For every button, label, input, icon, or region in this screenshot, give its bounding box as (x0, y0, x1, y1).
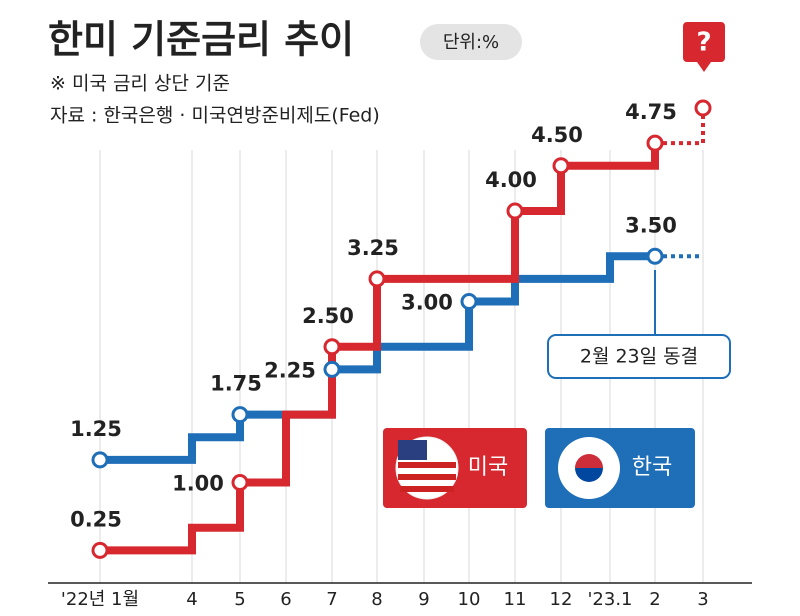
rate-marker (646, 247, 664, 265)
x-tick-label: 7 (326, 589, 337, 610)
rate-marker (91, 451, 109, 469)
x-tick-label: 12 (550, 589, 573, 610)
unit-badge (420, 24, 522, 60)
flag-stripe (398, 462, 456, 468)
value-label: 4.50 (531, 123, 583, 147)
question-pointer (697, 62, 711, 72)
x-tick-label: 2 (649, 589, 660, 610)
x-tick-label: 6 (280, 589, 291, 610)
flag-stripe (398, 474, 456, 480)
value-label: 2.25 (264, 358, 316, 382)
annotation: 2월 23일 동결 (580, 346, 698, 368)
x-tick-label: 3 (697, 589, 708, 610)
x-tick-label: '22년 1월 (61, 589, 139, 610)
rate-marker (91, 541, 109, 559)
x-tick-label: '23.1 (587, 589, 632, 610)
flag-stripe (400, 486, 454, 492)
legend-label: 한국 (632, 455, 672, 480)
x-tick-label: 8 (371, 589, 382, 610)
legend-label: 미국 (468, 455, 508, 480)
x-tick-label: 11 (504, 589, 527, 610)
question-box (683, 22, 725, 62)
rate-marker (323, 360, 341, 378)
note: ※ 미국 금리 상단 기준 (50, 73, 230, 95)
value-label: 1.25 (70, 417, 122, 441)
value-label: 1.75 (210, 372, 262, 396)
x-tick-label: 4 (186, 589, 197, 610)
rate-marker (368, 270, 386, 288)
flag-taeguk (575, 468, 603, 482)
x-tick-label: 5 (234, 589, 245, 610)
x-tick-label: 9 (418, 589, 429, 610)
unit-label: 단위:% (443, 32, 499, 53)
rate-marker (231, 406, 249, 424)
value-label: 3.00 (401, 291, 453, 315)
rate-marker (231, 474, 249, 491)
flag-taeguk (575, 454, 603, 468)
value-label: 0.25 (70, 507, 122, 531)
source: 자료 : 한국은행 · 미국연방준비제도(Fed) (50, 105, 380, 127)
flag-canton (398, 440, 427, 460)
annotation-box (547, 334, 731, 379)
value-label: 2.50 (302, 304, 354, 328)
rate-marker (646, 134, 664, 152)
question: ? (696, 28, 711, 58)
value-label: 1.00 (172, 472, 224, 496)
rate-marker (323, 338, 341, 356)
chart-title: 한미 기준금리 추이 (48, 18, 354, 62)
value-label: 4.00 (485, 168, 537, 192)
value-label: 3.50 (625, 213, 677, 237)
forecast-marker (694, 99, 712, 117)
rate-marker (506, 202, 524, 220)
x-tick-label: 10 (458, 589, 481, 610)
value-label: 4.75 (625, 100, 677, 124)
rate-marker (552, 157, 570, 175)
rate-marker (460, 293, 478, 310)
value-label: 3.25 (347, 236, 399, 260)
